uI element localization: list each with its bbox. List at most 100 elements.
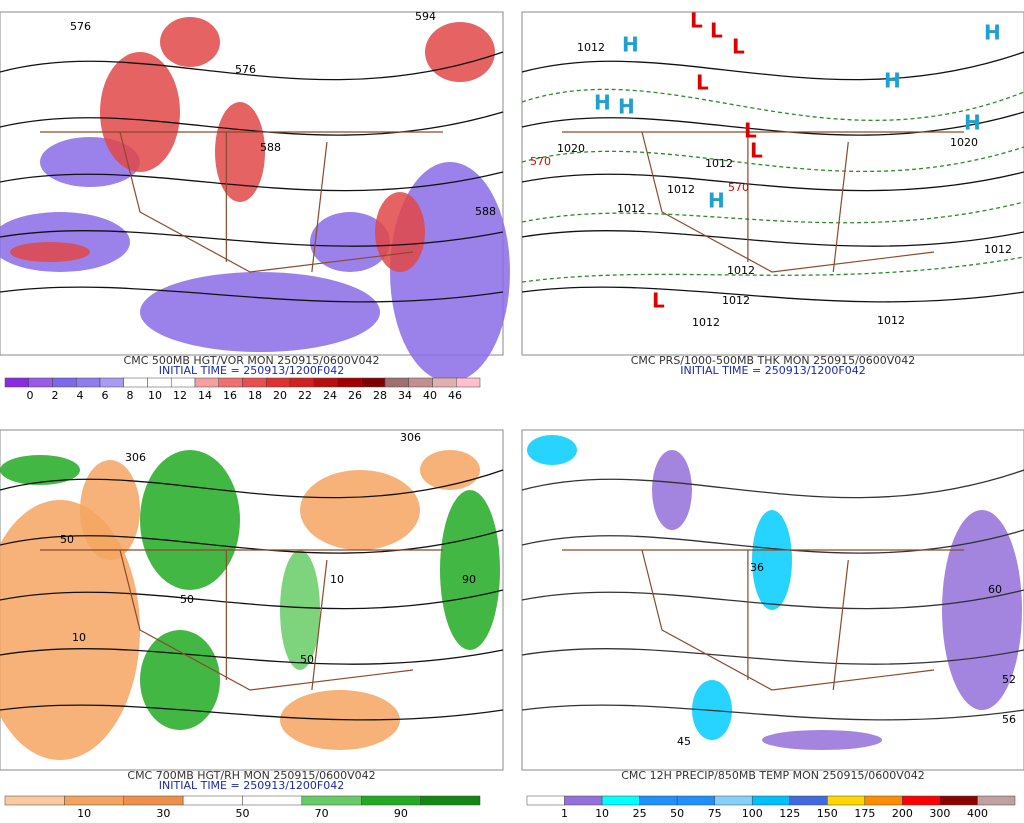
map-frame	[521, 11, 1024, 356]
field-shade	[762, 730, 882, 750]
colorbar-label: 8	[127, 389, 134, 402]
colorbar-label: 18	[248, 389, 262, 402]
colorbar-swatch	[52, 377, 77, 388]
colorbar-swatch	[171, 377, 196, 388]
contour-label: 50	[60, 533, 74, 546]
colorbar-label: 70	[315, 807, 329, 819]
field-shade	[80, 460, 140, 560]
colorbar-swatch	[420, 795, 481, 806]
colorbar-swatch	[789, 795, 828, 806]
colorbar-swatch	[76, 377, 101, 388]
contour-label: L	[690, 9, 703, 33]
field-shade	[440, 490, 500, 650]
colorbar-label: 14	[198, 389, 212, 402]
field-shade	[140, 272, 380, 352]
contour	[521, 286, 1024, 303]
contour-label: H	[594, 91, 611, 115]
colorbar-swatch	[432, 377, 457, 388]
contour	[521, 704, 1024, 721]
contour-label: 576	[235, 63, 256, 76]
contour-label: 1020	[557, 142, 585, 155]
colorbar-label: 50	[670, 807, 684, 819]
colorbar-swatch	[384, 377, 409, 388]
thickness-line	[521, 88, 1024, 121]
contour	[521, 111, 1024, 136]
colorbar-label: 20	[273, 389, 287, 402]
colorbar-swatch	[977, 795, 1016, 806]
contour-label: H	[984, 21, 1001, 45]
colorbar-label: 0	[27, 389, 34, 402]
contour	[0, 469, 504, 499]
contour-label: 60	[988, 583, 1002, 596]
contour-label: 1012	[705, 157, 733, 170]
colorbar-swatch	[28, 377, 53, 388]
contour-label: 1012	[877, 314, 905, 327]
colorbar-swatch	[242, 795, 303, 806]
colorbar-label: 2	[52, 389, 59, 402]
contour-label: 1012	[722, 294, 750, 307]
colorbar-label: 16	[223, 389, 237, 402]
contour-label: 45	[677, 735, 691, 748]
field-shade	[140, 450, 240, 590]
contour-label: 570	[530, 155, 551, 168]
field-shade	[160, 17, 220, 67]
colorbar-label: 40	[423, 389, 437, 402]
colorbar-swatch	[4, 795, 65, 806]
contour-label: 306	[125, 451, 146, 464]
contour	[0, 648, 504, 665]
contour-label: L	[696, 71, 709, 95]
colorbar-swatch	[456, 377, 481, 388]
contour-label: L	[652, 289, 665, 313]
contour-label: H	[618, 95, 635, 119]
contour	[521, 51, 1024, 81]
thickness-line	[521, 256, 1024, 283]
colorbar-swatch	[182, 795, 243, 806]
contour	[0, 529, 504, 554]
border	[562, 131, 964, 273]
field-shade	[425, 22, 495, 82]
colorbar-label: 75	[708, 807, 722, 819]
colorbar-swatch	[194, 377, 219, 388]
field-shade	[375, 192, 425, 272]
colorbar-swatch	[751, 795, 791, 806]
contour-label: L	[744, 119, 757, 143]
contour-label: 588	[475, 205, 496, 218]
map-panel: 10 10 50 50 50 90 306 306	[0, 429, 504, 771]
contour	[0, 111, 504, 136]
caption: CMC PRS/1000-500MB THK MON 250915/0600V0…	[631, 354, 916, 367]
colorbar-label: 200	[892, 807, 913, 819]
contour	[521, 648, 1024, 665]
field-shade	[140, 630, 220, 730]
colorbar-swatch	[564, 795, 603, 806]
initial-time: INITIAL TIME = 250913/1200F042	[159, 779, 344, 792]
colorbar-swatch	[361, 795, 421, 806]
contour-label: H	[708, 189, 725, 213]
colorbar-label: 28	[373, 389, 387, 402]
thickness-line	[521, 201, 1024, 224]
colorbar-swatch	[301, 795, 362, 806]
contour-label: 50	[180, 593, 194, 606]
field-shade	[10, 242, 90, 262]
contour-label: 1020	[950, 136, 978, 149]
contour	[0, 171, 504, 192]
colorbar-swatch	[289, 377, 314, 388]
colorbar-label: 34	[398, 389, 412, 402]
contour-label: L	[750, 139, 763, 163]
caption: CMC 500MB HGT/VOR MON 250915/0600V042	[124, 354, 380, 367]
initial-time: INITIAL TIME = 250913/1200F042	[159, 364, 344, 377]
field-shade	[652, 450, 692, 530]
colorbar-label: 1	[561, 807, 568, 819]
colorbar-swatch	[639, 795, 678, 806]
contour-label: 50	[300, 653, 314, 666]
colorbar-swatch	[714, 795, 753, 806]
field-shade	[100, 52, 180, 172]
map-panel: 45 52 56 60 36	[521, 429, 1024, 771]
colorbar-swatch	[827, 795, 866, 806]
colorbar-swatch	[601, 795, 640, 806]
colorbar-label: 100	[742, 807, 763, 819]
colorbar-label: 300	[929, 807, 950, 819]
caption: CMC 12H PRECIP/850MB TEMP MON 250915/060…	[621, 769, 925, 782]
contour	[0, 286, 504, 303]
colorbar-label: 125	[779, 807, 800, 819]
